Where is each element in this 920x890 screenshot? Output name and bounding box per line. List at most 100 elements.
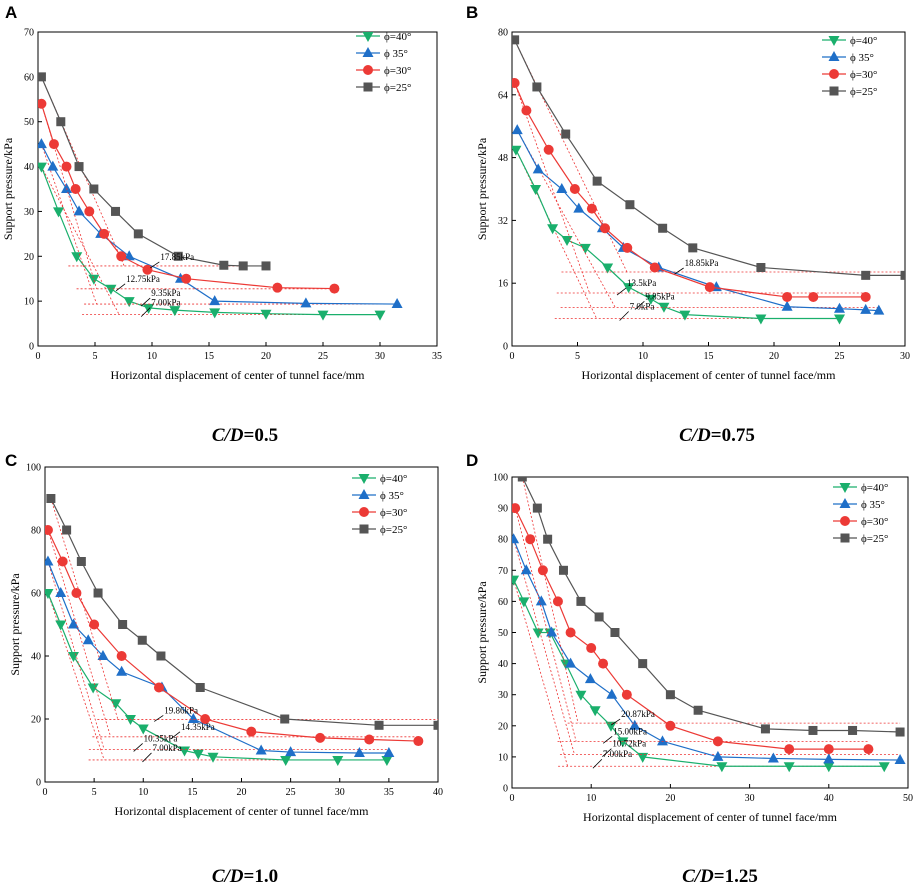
y-tick-label: 50: [24, 117, 34, 128]
plot-frame: [37, 31, 438, 347]
data-point: [552, 596, 563, 607]
data-point: [53, 207, 65, 218]
data-point: [48, 139, 59, 150]
data-point: [532, 628, 544, 639]
data-point: [629, 719, 641, 730]
y-tick-label: 64: [498, 90, 508, 101]
data-point: [605, 721, 617, 732]
y-tick-label: 70: [24, 28, 34, 39]
data-point: [894, 754, 906, 765]
data-point: [364, 734, 375, 745]
y-tick-label: 32: [498, 216, 508, 227]
panel-b: B 0 5 10 15 20 25 30 0 16 32 48 64 80 Horizontal displ…: [466, 3, 910, 382]
data-point: [374, 310, 386, 321]
limit-annotation: 15.00kPa: [613, 726, 647, 736]
data-point: [592, 176, 602, 186]
x-tick-label: 5: [92, 787, 97, 798]
y-tick-label: 40: [24, 162, 34, 173]
series-line: [515, 149, 840, 320]
data-point: [617, 737, 629, 748]
data-point: [300, 297, 312, 308]
data-point: [569, 184, 580, 194]
legend-marker: [828, 51, 840, 61]
data-point: [621, 689, 632, 700]
data-point: [47, 160, 59, 171]
y-tick-label: 60: [498, 597, 508, 608]
series-line: [514, 39, 905, 276]
y-tick-label: 0: [29, 342, 34, 353]
legend-marker: [363, 65, 373, 75]
data-point: [808, 725, 818, 735]
limit-annotation: 10.72kPa: [612, 739, 646, 749]
data-point: [547, 224, 559, 235]
caption-value: =0.75: [711, 425, 755, 446]
data-point: [679, 310, 691, 321]
annotation-arrow: [115, 283, 126, 292]
data-point: [88, 274, 100, 285]
limit-annotation: 7.0kPa: [630, 302, 655, 312]
limit-annotation: 10.35kPa: [144, 733, 178, 743]
data-point: [823, 753, 835, 764]
data-point: [111, 206, 121, 216]
data-point: [623, 283, 635, 294]
data-point: [512, 503, 521, 514]
series-line: [40, 143, 398, 305]
data-point: [38, 138, 47, 149]
data-point: [658, 223, 668, 233]
data-point: [153, 682, 164, 693]
x-tick-label: 50: [903, 793, 913, 804]
x-axis-label: Horizontal displacement of center of tun…: [111, 368, 366, 382]
data-point: [285, 746, 297, 757]
y-tick-label: 100: [493, 473, 508, 484]
data-point: [156, 651, 166, 661]
data-point: [606, 688, 618, 699]
x-tick-label: 0: [36, 351, 41, 362]
y-tick-label: 20: [24, 252, 34, 263]
annotation-arrow: [616, 287, 627, 296]
x-tick-label: 15: [204, 351, 214, 362]
data-point: [38, 72, 46, 82]
data-point: [649, 262, 660, 273]
data-point: [433, 720, 438, 730]
legend-marker: [358, 474, 370, 484]
y-tick-label: 60: [31, 589, 41, 600]
data-point: [238, 261, 248, 271]
data-point: [246, 726, 257, 737]
legend-marker: [839, 483, 851, 493]
legend-label: ϕ=25°: [861, 533, 888, 545]
data-point: [755, 314, 767, 325]
data-point: [110, 699, 122, 710]
y-tick-label: 10: [498, 752, 508, 763]
data-point: [200, 714, 211, 724]
data-point: [781, 300, 793, 311]
data-point: [105, 284, 117, 295]
x-tick-label: 25: [286, 787, 296, 798]
data-point: [62, 525, 72, 535]
panel-caption: C/D=1.0: [212, 866, 278, 887]
series-line: [47, 529, 419, 742]
legend-marker: [359, 524, 369, 534]
limit-annotation: 14.35kPa: [181, 722, 215, 732]
data-point: [116, 251, 127, 262]
y-tick-label: 16: [498, 279, 508, 290]
legend-label: ϕ=25°: [380, 524, 407, 536]
data-point: [57, 556, 68, 567]
data-point: [712, 736, 723, 747]
data-point: [535, 595, 547, 606]
data-point: [656, 735, 668, 746]
data-point: [834, 314, 845, 325]
data-point: [546, 626, 558, 637]
data-point: [116, 665, 128, 676]
legend-marker: [828, 36, 840, 46]
data-point: [169, 306, 181, 317]
panel-letter: B: [466, 3, 478, 22]
data-point: [525, 534, 536, 545]
tangent-guide-line: [514, 82, 590, 294]
tangent-guide-line: [47, 561, 105, 750]
data-point: [118, 620, 128, 629]
data-point: [116, 651, 127, 661]
data-point: [565, 627, 576, 638]
legend-label: ϕ=40°: [850, 35, 877, 47]
caption-variable: C/D: [212, 866, 244, 887]
data-point: [173, 251, 183, 261]
